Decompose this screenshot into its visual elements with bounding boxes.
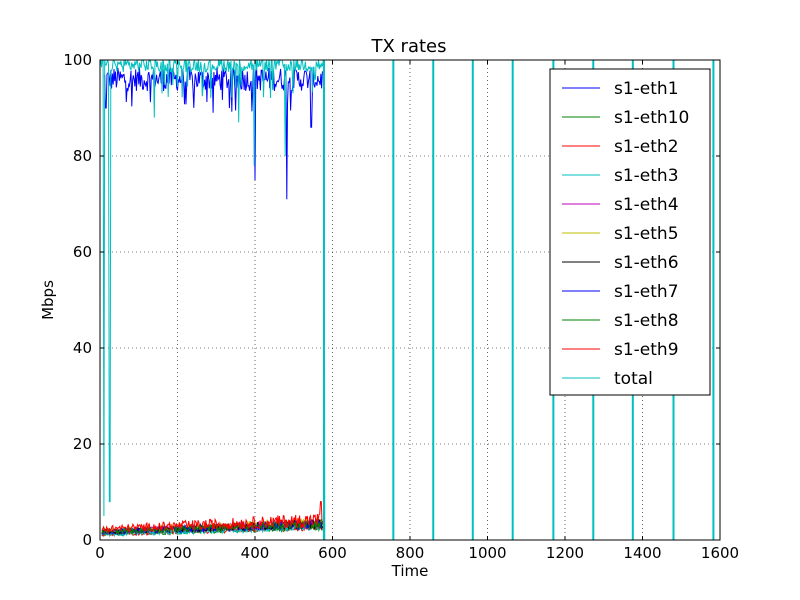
y-tick-label: 20	[73, 435, 92, 453]
y-tick-label: 40	[73, 339, 92, 357]
x-tick-label: 800	[396, 544, 425, 562]
legend-label: s1-eth7	[614, 282, 679, 302]
x-tick-label: 0	[95, 544, 105, 562]
y-tick-label: 60	[73, 243, 92, 261]
x-axis-label: Time	[391, 562, 429, 580]
x-tick-label: 1200	[546, 544, 584, 562]
legend-label: s1-eth8	[614, 311, 679, 331]
legend-label: s1-eth6	[614, 253, 679, 273]
x-tick-label: 200	[163, 544, 192, 562]
legend-label: total	[614, 369, 653, 389]
x-tick-label: 1000	[468, 544, 506, 562]
x-tick-label: 1600	[701, 544, 739, 562]
x-tick-label: 600	[318, 544, 347, 562]
y-tick-label: 100	[63, 51, 92, 69]
y-tick-label: 80	[73, 147, 92, 165]
x-tick-label: 400	[241, 544, 270, 562]
legend-label: s1-eth2	[614, 137, 679, 157]
series-line-total	[100, 60, 326, 540]
legend-label: s1-eth5	[614, 224, 679, 244]
legend-label: s1-eth4	[614, 195, 679, 215]
y-axis-label: Mbps	[39, 280, 57, 320]
legend-label: s1-eth10	[614, 108, 689, 128]
legend: s1-eth1 s1-eth10 s1-eth2 s1-eth3 s1-eth4 s1-e…	[549, 68, 711, 396]
y-tick-label: 0	[82, 531, 92, 549]
legend-label: s1-eth3	[614, 166, 679, 186]
legend-box	[549, 68, 711, 396]
legend-label: s1-eth9	[614, 340, 679, 360]
axis-ticks: 0 200 400 600 800 1000 1200 1400 1600 0 20 40 60 80 10…	[63, 51, 739, 562]
series-line-s1-eth9	[101, 501, 324, 533]
legend-label: s1-eth1	[614, 79, 679, 99]
x-tick-label: 1400	[623, 544, 661, 562]
chart-title: TX rates	[371, 36, 447, 57]
